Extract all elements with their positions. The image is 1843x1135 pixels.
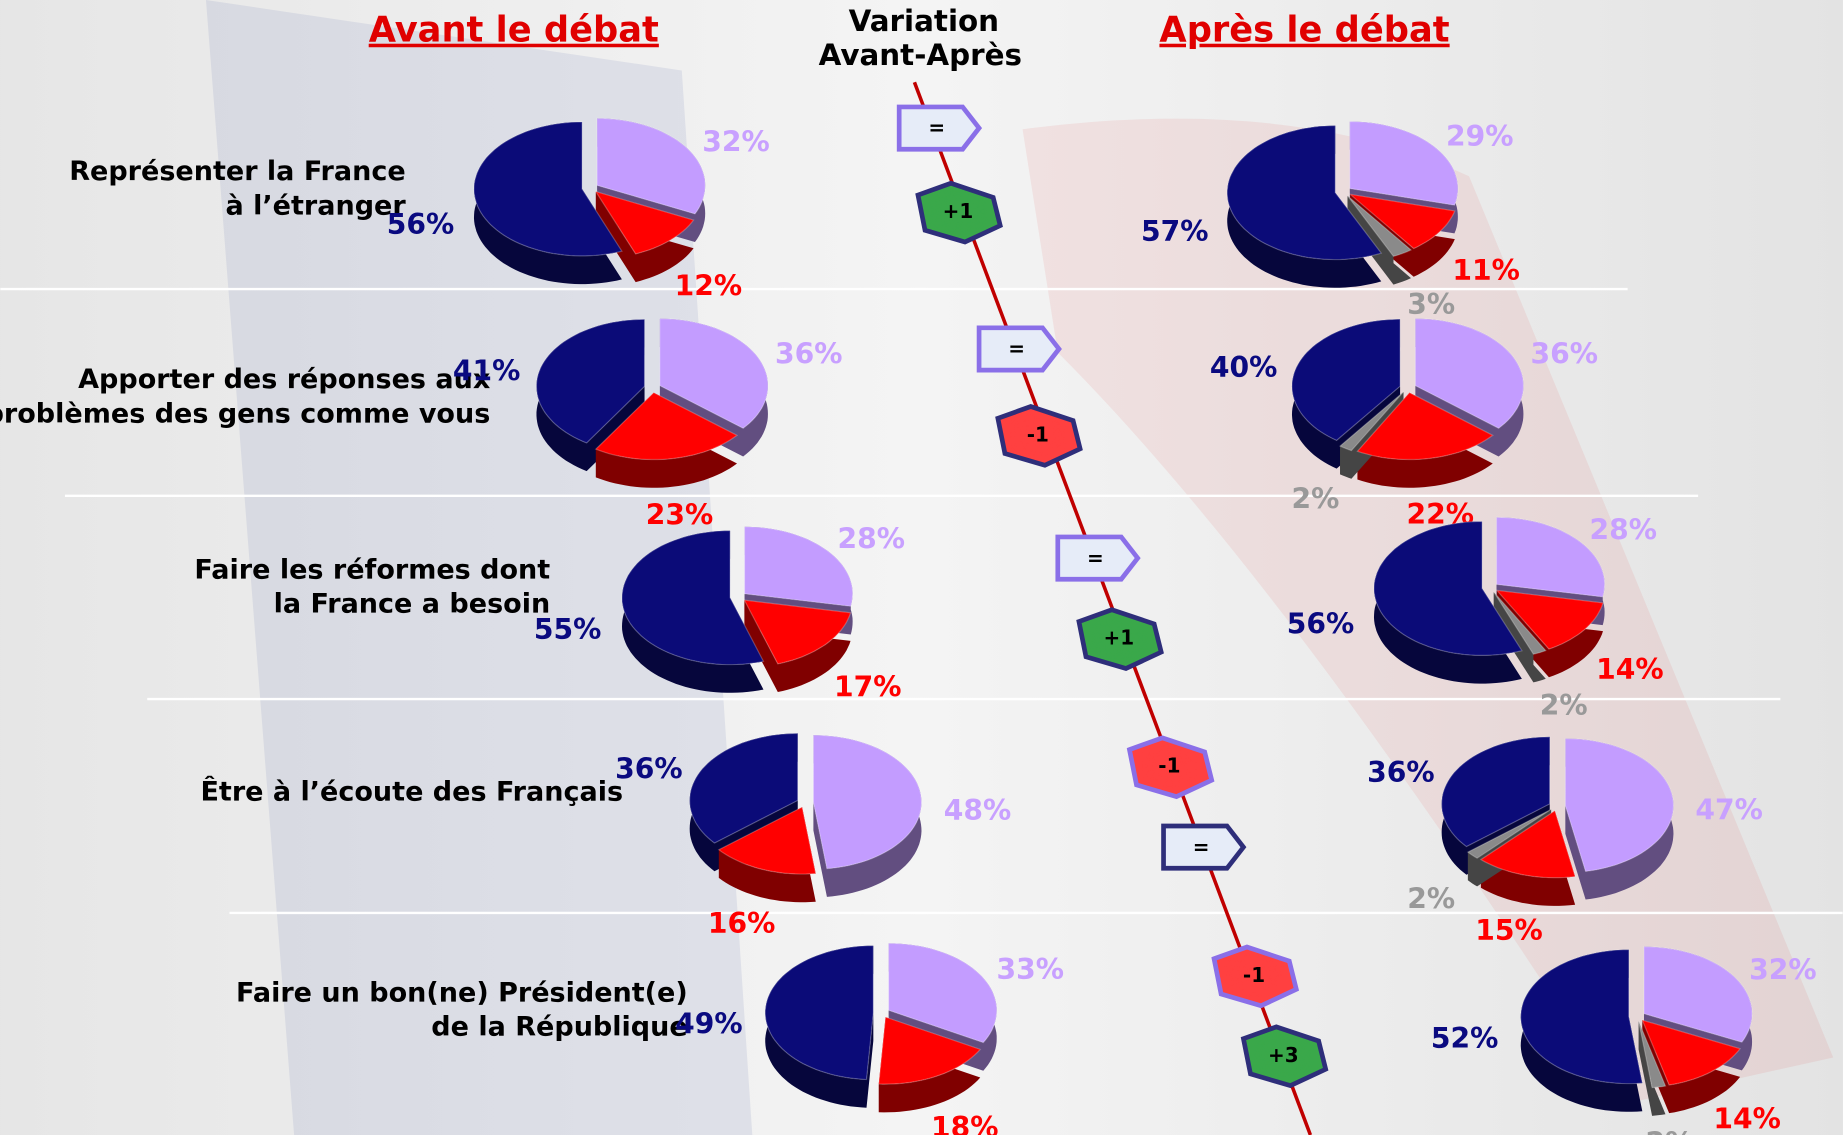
header-variation: Variation	[849, 4, 999, 38]
pie-label: 3%	[1407, 288, 1455, 321]
row-label: la France a besoin	[274, 589, 551, 620]
pie-label: 2%	[1291, 482, 1339, 515]
badge-label: +1	[1104, 626, 1135, 650]
pie-label: 40%	[1210, 351, 1277, 384]
pie-label: 56%	[387, 208, 454, 241]
badge-label: =	[1193, 835, 1210, 859]
pie-label: 36%	[1367, 756, 1434, 789]
pie-label: 49%	[675, 1008, 742, 1041]
badge-label: +1	[943, 199, 974, 223]
row-label: problèmes des gens comme vous	[0, 398, 490, 429]
pie-label: 57%	[1141, 215, 1208, 248]
badge-label: =	[928, 116, 945, 140]
pie-label: 36%	[775, 338, 842, 371]
pie-label: 32%	[1749, 954, 1816, 987]
row-label: Faire les réformes dont	[194, 555, 550, 586]
row-label: Représenter la France	[69, 156, 405, 187]
pie-label: 16%	[708, 907, 775, 940]
pie-label: 2%	[1540, 689, 1588, 722]
pie-label: 11%	[1452, 254, 1519, 287]
pie-label: 14%	[1713, 1103, 1780, 1135]
pie-label: 29%	[1446, 120, 1513, 153]
pie-label: 47%	[1695, 794, 1762, 827]
pie-label: 2%	[1407, 882, 1455, 915]
header-before: Avant le débat	[369, 10, 659, 51]
row-label: Être à l’écoute des Français	[200, 776, 623, 808]
pie-label: 32%	[702, 125, 769, 158]
pie-label: 48%	[944, 794, 1011, 827]
variation-badge: =	[899, 107, 979, 149]
pie-label: 18%	[931, 1111, 998, 1135]
row-label: de la République	[431, 1012, 687, 1043]
pie-label: 41%	[453, 354, 520, 387]
pie-label: 56%	[1287, 607, 1354, 640]
badge-label: -1	[1027, 422, 1049, 446]
row-label: Apporter des réponses aux	[78, 364, 491, 395]
badge-label: =	[1087, 546, 1104, 570]
badge-label: +3	[1268, 1043, 1299, 1067]
pie-label: 55%	[534, 613, 601, 646]
row-label: Faire un bon(ne) Président(e)	[236, 978, 688, 1009]
badge-label: =	[1008, 337, 1025, 361]
pie-label: 2%	[1645, 1127, 1693, 1135]
pie-label: 52%	[1431, 1022, 1498, 1055]
pie-label: 23%	[646, 499, 713, 532]
pie-label: 28%	[838, 523, 905, 556]
variation-badge: =	[1164, 826, 1244, 868]
badge-label: -1	[1243, 963, 1265, 987]
pie-label: 33%	[996, 953, 1063, 986]
header-variation: Avant-Après	[819, 38, 1022, 72]
row-label: à l’étranger	[226, 190, 407, 221]
variation-badge: =	[1058, 537, 1138, 579]
pie-label: 28%	[1590, 513, 1657, 546]
badge-label: -1	[1158, 754, 1180, 778]
pie-label: 12%	[675, 270, 742, 303]
infographic: Avant le débat Variation Avant-Après Apr…	[0, 0, 1843, 1135]
pie-label: 36%	[1530, 338, 1597, 371]
variation-badge: =	[979, 328, 1059, 370]
pie-label: 36%	[615, 752, 682, 785]
pie-label: 17%	[834, 671, 901, 704]
header-after: Après le débat	[1159, 10, 1449, 51]
pie-label: 14%	[1596, 653, 1663, 686]
pie-label: 15%	[1475, 914, 1542, 947]
